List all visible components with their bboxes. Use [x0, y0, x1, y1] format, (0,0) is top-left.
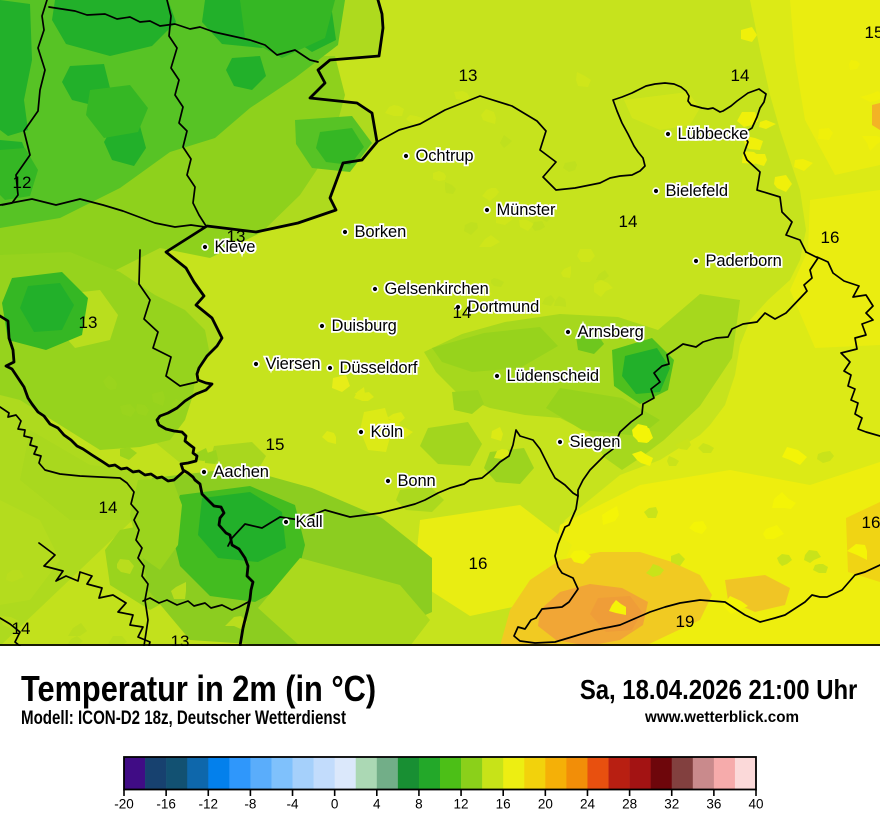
svg-text:Lüdenscheid: Lüdenscheid: [507, 367, 599, 385]
svg-text:4: 4: [373, 797, 381, 812]
svg-text:-4: -4: [287, 797, 299, 812]
svg-text:Gelsenkirchen: Gelsenkirchen: [385, 280, 489, 298]
svg-text:-20: -20: [114, 797, 134, 812]
svg-text:0: 0: [331, 797, 339, 812]
svg-text:Aachen: Aachen: [214, 463, 269, 481]
svg-text:Arnsberg: Arnsberg: [578, 323, 644, 341]
svg-text:-8: -8: [244, 797, 256, 812]
svg-text:16: 16: [821, 228, 840, 247]
svg-text:14: 14: [453, 303, 472, 322]
svg-text:15: 15: [865, 23, 880, 42]
svg-text:16: 16: [862, 513, 880, 532]
svg-text:Dortmund: Dortmund: [468, 298, 540, 316]
svg-text:28: 28: [622, 797, 637, 812]
svg-text:16: 16: [496, 797, 511, 812]
svg-text:14: 14: [99, 498, 118, 517]
svg-text:15: 15: [266, 435, 285, 454]
svg-text:-12: -12: [199, 797, 219, 812]
svg-text:-16: -16: [156, 797, 176, 812]
svg-text:24: 24: [580, 797, 596, 812]
svg-text:14: 14: [12, 619, 31, 638]
svg-text:Münster: Münster: [497, 201, 557, 219]
svg-text:Kleve: Kleve: [215, 238, 256, 256]
svg-text:19: 19: [676, 612, 695, 631]
svg-text:13: 13: [227, 227, 246, 246]
svg-text:12: 12: [454, 797, 469, 812]
svg-text:Paderborn: Paderborn: [706, 252, 782, 270]
svg-text:13: 13: [171, 632, 190, 646]
svg-text:13: 13: [79, 313, 98, 332]
svg-text:13: 13: [459, 66, 478, 85]
svg-text:Viersen: Viersen: [266, 355, 321, 373]
svg-text:16: 16: [469, 554, 488, 573]
svg-text:32: 32: [664, 797, 679, 812]
svg-text:Köln: Köln: [371, 423, 404, 441]
svg-text:14: 14: [731, 66, 750, 85]
svg-text:Bielefeld: Bielefeld: [666, 182, 728, 200]
svg-text:12: 12: [13, 173, 32, 192]
svg-text:Lübbecke: Lübbecke: [678, 125, 749, 143]
svg-text:Bonn: Bonn: [398, 472, 436, 490]
svg-text:20: 20: [538, 797, 553, 812]
svg-text:Siegen: Siegen: [570, 433, 621, 451]
svg-text:Borken: Borken: [355, 223, 407, 241]
svg-text:Kall: Kall: [296, 513, 323, 531]
svg-text:14: 14: [619, 212, 638, 231]
svg-text:40: 40: [748, 797, 763, 812]
svg-text:8: 8: [415, 797, 423, 812]
svg-text:Düsseldorf: Düsseldorf: [340, 359, 418, 377]
svg-text:Duisburg: Duisburg: [332, 317, 397, 335]
svg-text:36: 36: [706, 797, 721, 812]
svg-text:Ochtrup: Ochtrup: [416, 147, 474, 165]
